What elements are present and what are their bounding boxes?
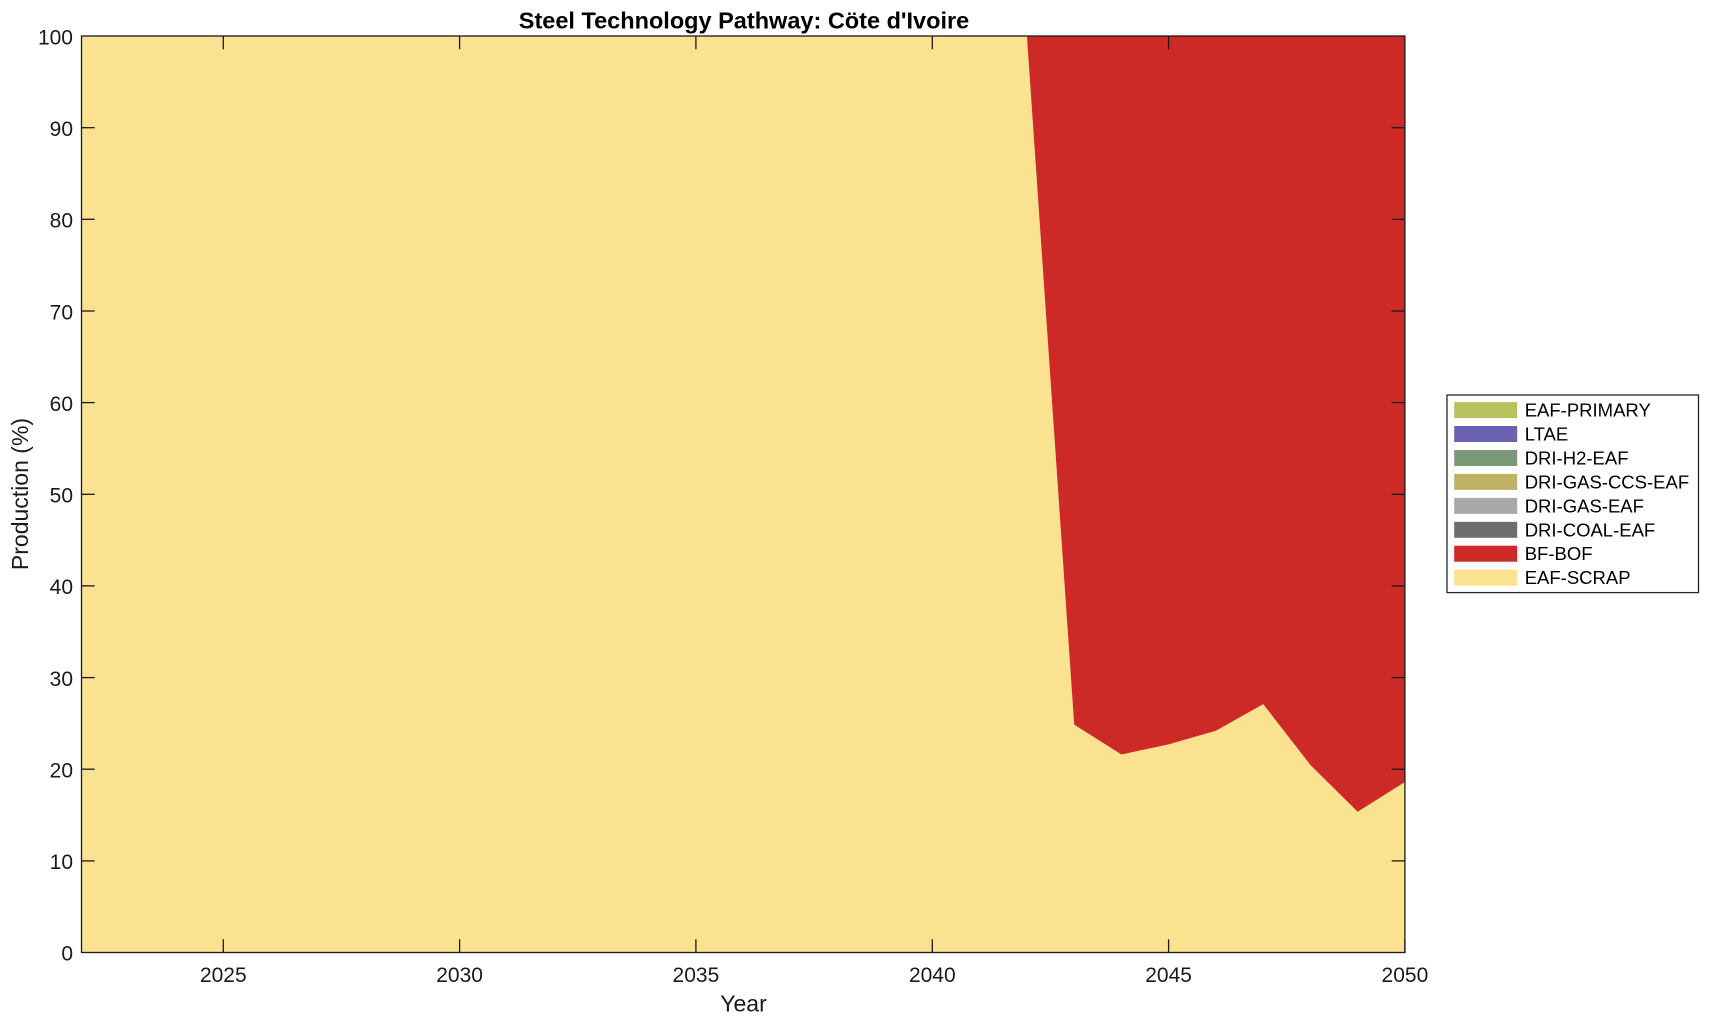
- svg-text:EAF-PRIMARY: EAF-PRIMARY: [1525, 400, 1651, 421]
- svg-text:Steel Technology Pathway: Cöte: Steel Technology Pathway: Cöte d'Ivoire: [519, 8, 969, 34]
- svg-text:2040: 2040: [909, 964, 956, 987]
- svg-text:50: 50: [50, 485, 73, 508]
- svg-text:Production (%): Production (%): [7, 418, 33, 570]
- svg-text:DRI-H2-EAF: DRI-H2-EAF: [1525, 448, 1629, 469]
- svg-text:0: 0: [61, 943, 73, 966]
- svg-text:2025: 2025: [200, 964, 247, 987]
- svg-text:10: 10: [50, 851, 73, 874]
- svg-text:BF-BOF: BF-BOF: [1525, 543, 1593, 564]
- svg-text:20: 20: [50, 760, 73, 783]
- svg-text:80: 80: [50, 210, 73, 233]
- svg-text:2045: 2045: [1145, 964, 1192, 987]
- svg-text:90: 90: [50, 118, 73, 141]
- svg-text:2030: 2030: [436, 964, 483, 987]
- svg-text:DRI-GAS-EAF: DRI-GAS-EAF: [1525, 495, 1644, 516]
- svg-text:Year: Year: [720, 991, 767, 1017]
- svg-text:DRI-COAL-EAF: DRI-COAL-EAF: [1525, 519, 1656, 540]
- svg-text:100: 100: [38, 26, 73, 49]
- svg-text:EAF-SCRAP: EAF-SCRAP: [1525, 567, 1631, 588]
- svg-text:2050: 2050: [1382, 964, 1429, 987]
- svg-text:60: 60: [50, 393, 73, 416]
- svg-text:DRI-GAS-CCS-EAF: DRI-GAS-CCS-EAF: [1525, 471, 1689, 492]
- svg-text:LTAE: LTAE: [1525, 424, 1569, 445]
- svg-text:30: 30: [50, 668, 73, 691]
- svg-text:40: 40: [50, 576, 73, 599]
- svg-text:70: 70: [50, 301, 73, 324]
- svg-text:2035: 2035: [673, 964, 720, 987]
